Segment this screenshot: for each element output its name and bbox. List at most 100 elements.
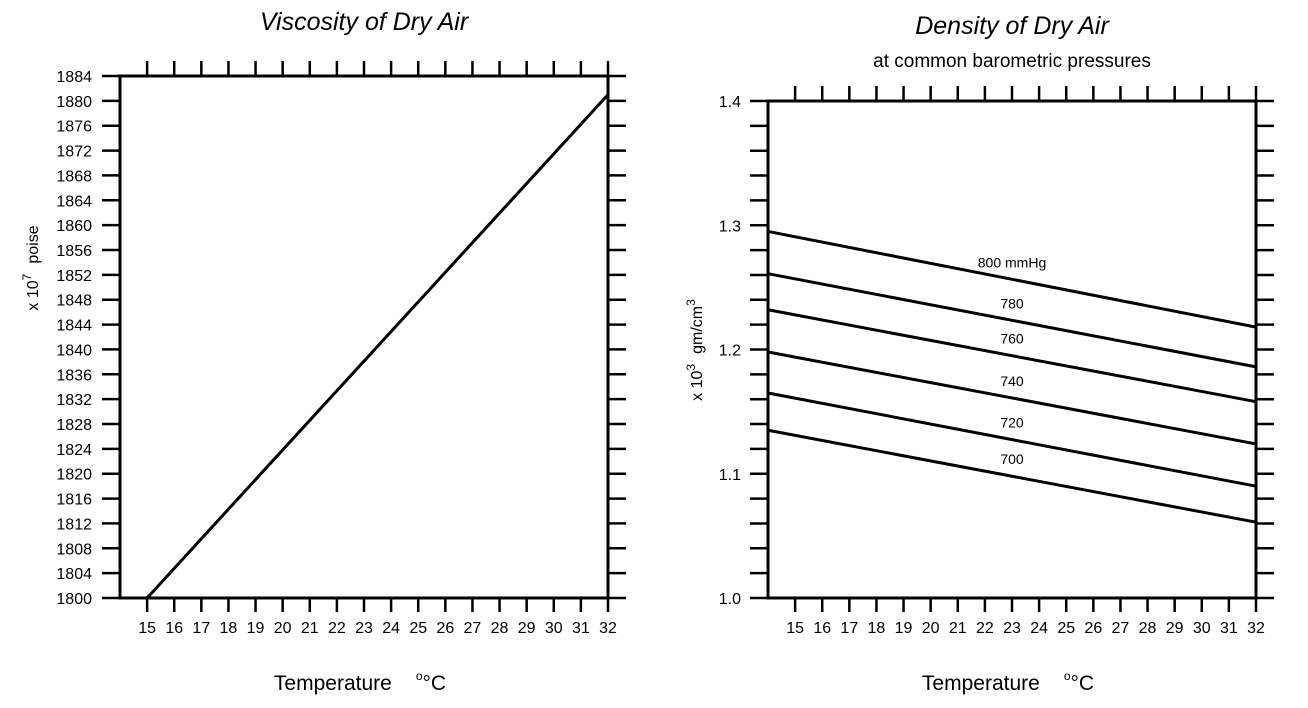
chart-0-x-tick-label: 18 — [220, 620, 238, 637]
chart-1-x-tick-label: 16 — [813, 620, 831, 637]
chart-0-y-tick-label: 1844 — [56, 318, 92, 335]
chart-0-x-tick-label: 32 — [599, 620, 617, 637]
chart-1-x-tick-label: 25 — [1057, 620, 1075, 637]
chart-1-series-label-5: 700 — [1000, 451, 1024, 467]
chart-1-x-axis-degree: o — [1064, 669, 1071, 683]
chart-1-series-label-1: 780 — [1000, 295, 1024, 311]
chart-0-y-tick-label: 1868 — [56, 168, 92, 185]
chart-0-title: Viscosity of Dry Air — [260, 8, 470, 36]
chart-0-y-tick-label: 1872 — [56, 144, 92, 161]
chart-0-y-tick-label: 1828 — [56, 417, 92, 434]
chart-1-y-axis-exponent: 3 — [684, 364, 698, 371]
chart-1-x-tick-label: 31 — [1220, 620, 1238, 637]
chart-0-y-tick-label: 1808 — [56, 541, 92, 558]
chart-0-x-tick-label: 31 — [572, 620, 590, 637]
chart-0-x-tick-label: 25 — [409, 620, 427, 637]
chart-0-y-tick-label: 1824 — [56, 442, 92, 459]
chart-1-x-axis-label: Temperature o°C — [922, 669, 1094, 695]
chart-1-x-tick-label: 28 — [1139, 620, 1157, 637]
chart-1-series-line-5 — [767, 428, 1257, 524]
chart-0-x-tick-label: 19 — [247, 620, 265, 637]
chart-1-series-label-3: 740 — [1000, 373, 1024, 389]
chart-0-y-tick-label: 1876 — [56, 119, 92, 136]
chart-0-y-axis-prefix: x 10 — [25, 280, 42, 310]
chart-1-x-axis-unit: °C — [1071, 672, 1095, 695]
chart-1-x-tick-label: 27 — [1112, 620, 1130, 637]
chart-0-x-axis-label-text: Temperature — [274, 672, 392, 695]
chart-0-x-tick-label: 30 — [545, 620, 563, 637]
chart-1-x-tick-label: 29 — [1166, 620, 1184, 637]
chart-0-series-line-0 — [146, 93, 610, 600]
chart-0-y-tick-label: 1856 — [56, 243, 92, 260]
chart-1-series-line-2 — [767, 308, 1257, 404]
chart-0-y-axis-unit: poise — [25, 225, 42, 263]
chart-1-x-tick-label: 24 — [1030, 620, 1048, 637]
chart-0-y-tick-label: 1832 — [56, 392, 92, 409]
chart-1-x-tick-label: 20 — [922, 620, 940, 637]
chart-0-y-tick-label: 1836 — [56, 367, 92, 384]
chart-1-series-line-1 — [767, 272, 1257, 369]
chart-1-x-tick-label: 18 — [868, 620, 886, 637]
chart-0-y-axis-exponent: 7 — [20, 273, 34, 280]
chart-0-x-tick-label: 17 — [192, 620, 210, 637]
chart-1-plot-frame — [766, 99, 1258, 600]
chart-0-plot-frame — [118, 74, 610, 600]
chart-0-y-tick-label: 1860 — [56, 218, 92, 235]
viscosity-chart: Viscosity of Dry Air 15 16 17 18 19 20 21 22 23 24… — [20, 8, 626, 695]
chart-1-y-tick-label: 1.1 — [719, 467, 741, 484]
chart-0-x-tick-label: 21 — [301, 620, 319, 637]
chart-0-x-tick-label: 22 — [328, 620, 346, 637]
chart-0-y-tick-label: 1852 — [56, 268, 92, 285]
chart-0-y-tick-label: 1840 — [56, 342, 92, 359]
chart-0-y-tick-label: 1820 — [56, 467, 92, 484]
chart-1-subtitle: at common barometric pressures — [873, 51, 1151, 72]
chart-0-x-tick-label: 24 — [382, 620, 400, 637]
chart-0-y-tick-label: 1800 — [56, 591, 92, 608]
chart-0-y-tick-label: 1804 — [56, 566, 92, 583]
chart-0-y-tick-label: 1864 — [56, 193, 92, 210]
chart-0-y-tick-label: 1848 — [56, 293, 92, 310]
chart-0-x-tick-label: 20 — [274, 620, 292, 637]
chart-1-x-tick-label: 19 — [895, 620, 913, 637]
chart-1-x-tick-label: 32 — [1247, 620, 1265, 637]
chart-0-y-tick-label: 1816 — [56, 492, 92, 509]
chart-1-y-tick-label: 1.2 — [719, 343, 741, 360]
chart-1-series-line-0 — [767, 229, 1257, 329]
chart-1-y-axis-unit: gm/cm — [689, 306, 706, 354]
chart-0-x-tick-label: 28 — [491, 620, 509, 637]
chart-0-y-tick-label: 1812 — [56, 516, 92, 533]
chart-1-y-tick-label: 1.0 — [719, 591, 741, 608]
chart-1-y-tick-label: 1.4 — [719, 94, 741, 111]
chart-0-y-axis-label: x 107 poise — [20, 225, 42, 310]
chart-1-series-line-3 — [767, 350, 1257, 446]
chart-1-x-axis-label-text: Temperature — [922, 672, 1040, 695]
chart-1-x-tick-label: 15 — [786, 620, 804, 637]
chart-0-x-tick-label: 27 — [464, 620, 482, 637]
chart-1-title: Density of Dry Air — [915, 12, 1110, 40]
chart-0-x-tick-label: 26 — [436, 620, 454, 637]
chart-1-y-axis-label: x 103gm/cm3 — [684, 299, 706, 401]
chart-1-x-tick-label: 26 — [1084, 620, 1102, 637]
chart-1-series-label-4: 720 — [1000, 415, 1024, 431]
chart-1-x-tick-label: 17 — [840, 620, 858, 637]
chart-0-y-tick-label: 1884 — [56, 69, 92, 86]
chart-0-x-axis-degree: o — [416, 669, 423, 683]
chart-1-y-tick-label: 1.3 — [719, 218, 741, 235]
chart-0-x-tick-label: 23 — [355, 620, 373, 637]
chart-0-x-axis-unit: °C — [423, 672, 447, 695]
chart-1-x-tick-label: 21 — [949, 620, 967, 637]
chart-0-x-tick-label: 15 — [138, 620, 156, 637]
chart-1-y-axis-unit-exponent: 3 — [684, 299, 698, 306]
density-chart: Density of Dry Air at common barometric p… — [684, 12, 1274, 695]
chart-1-x-tick-label: 22 — [976, 620, 994, 637]
chart-0-x-axis-label: Temperature o°C — [274, 669, 446, 695]
chart-1-y-axis-prefix: x 10 — [689, 370, 706, 400]
chart-0-x-tick-label: 29 — [518, 620, 536, 637]
chart-1-x-tick-label: 30 — [1193, 620, 1211, 637]
chart-0-x-tick-label: 16 — [165, 620, 183, 637]
chart-1-series-line-4 — [767, 391, 1257, 488]
chart-0-y-tick-label: 1880 — [56, 94, 92, 111]
chart-1-series-label-0: 800 mmHg — [978, 254, 1046, 270]
chart-1-series-label-2: 760 — [1000, 331, 1024, 347]
